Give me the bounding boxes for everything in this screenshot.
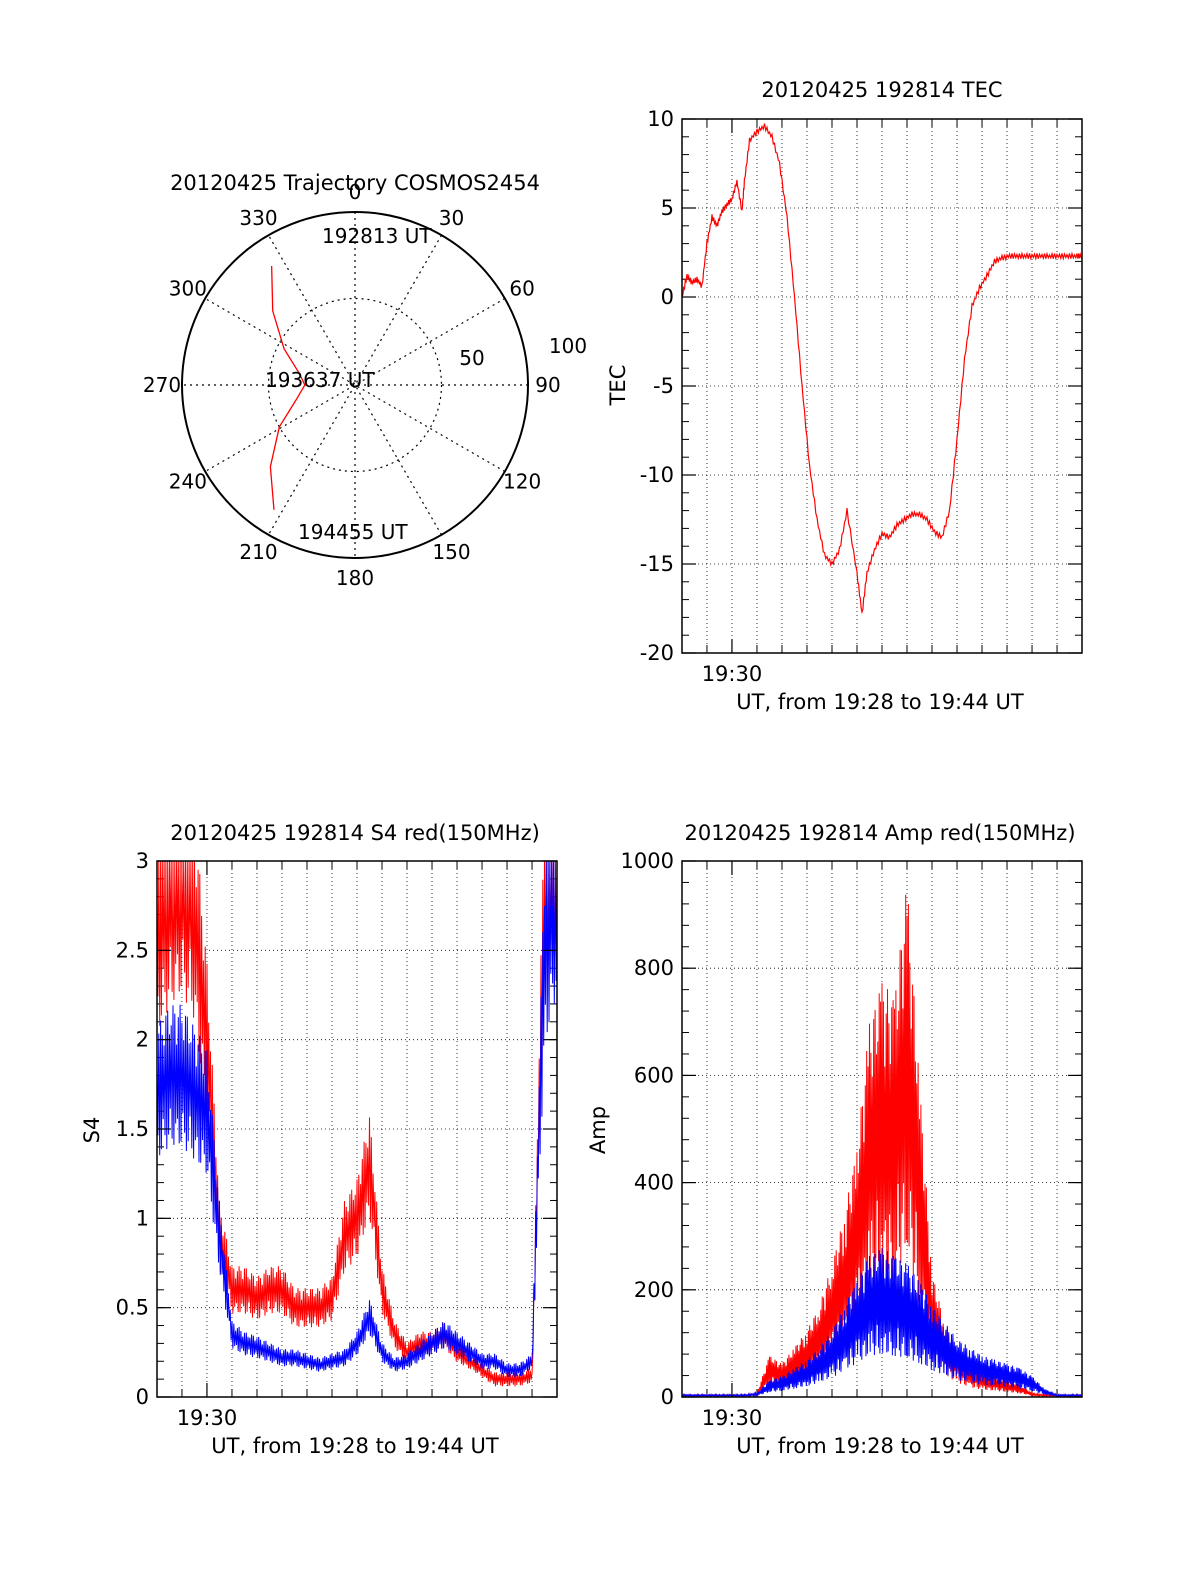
y-tick-label: 2.5 bbox=[116, 938, 149, 962]
series-line bbox=[681, 123, 1083, 615]
series-red bbox=[681, 123, 1083, 615]
y-tick-label: 600 bbox=[634, 1063, 674, 1087]
y-tick-label: -5 bbox=[653, 374, 674, 398]
y-tick-label: 1 bbox=[136, 1206, 149, 1230]
tec-xlabel: UT, from 19:28 to 19:44 UT bbox=[736, 690, 1024, 714]
azimuth-label: 180 bbox=[336, 566, 374, 590]
azimuth-label: 300 bbox=[169, 277, 207, 301]
azimuth-label: 120 bbox=[503, 470, 541, 494]
amp-title: 20120425 192814 Amp red(150MHz) bbox=[684, 821, 1075, 845]
s4-xlabel: UT, from 19:28 to 19:44 UT bbox=[211, 1434, 499, 1458]
amp-ylabel: Amp bbox=[586, 1106, 610, 1154]
azimuth-label: 330 bbox=[239, 206, 277, 230]
y-tick-label: 400 bbox=[634, 1171, 674, 1195]
azimuth-label: 90 bbox=[535, 373, 560, 397]
trajectory-start-label: 192813 UT bbox=[322, 224, 432, 248]
polar-spoke bbox=[204, 297, 506, 473]
trajectory-mid-label: 193637 UT bbox=[265, 368, 375, 392]
polar-spoke bbox=[267, 234, 443, 536]
y-tick-label: -10 bbox=[640, 463, 674, 487]
azimuth-label: 60 bbox=[509, 277, 534, 301]
tec-ylabel: TEC bbox=[606, 365, 630, 407]
radial-label: 50 bbox=[459, 346, 484, 370]
y-tick-label: 800 bbox=[634, 956, 674, 980]
x-tick-label: 19:30 bbox=[702, 1406, 763, 1430]
tec-chart: 20120425 192814 TEC UT, from 19:28 to 19… bbox=[606, 78, 1083, 714]
s4-chart: 20120425 192814 S4 red(150MHz) UT, from … bbox=[80, 821, 558, 1458]
y-tick-label: 0.5 bbox=[116, 1296, 149, 1320]
amp-chart: 20120425 192814 Amp red(150MHz) UT, from… bbox=[586, 821, 1083, 1458]
s4-ylabel: S4 bbox=[80, 1117, 104, 1144]
amp-xlabel: UT, from 19:28 to 19:44 UT bbox=[736, 1434, 1024, 1458]
y-tick-label: -20 bbox=[640, 641, 674, 665]
plot-frame bbox=[681, 860, 1083, 1398]
trajectory-end-label: 194455 UT bbox=[298, 520, 408, 544]
azimuth-label: 150 bbox=[432, 540, 470, 564]
y-tick-label: 0 bbox=[136, 1385, 149, 1409]
x-tick-label: 19:30 bbox=[702, 662, 763, 686]
y-tick-label: -15 bbox=[640, 552, 674, 576]
y-tick-label: 200 bbox=[634, 1278, 674, 1302]
trajectory-polar-plot: 20120425 Trajectory COSMOS2454 0 30 60 90 12… bbox=[143, 171, 587, 590]
polar-spoke bbox=[204, 297, 506, 473]
y-tick-label: 1.5 bbox=[116, 1117, 149, 1141]
y-tick-label: 5 bbox=[661, 196, 674, 220]
y-tick-label: 1000 bbox=[621, 849, 674, 873]
y-tick-label: 3 bbox=[136, 849, 149, 873]
azimuth-label: 30 bbox=[439, 206, 464, 230]
azimuth-label: 0 bbox=[349, 180, 362, 204]
radial-label: 100 bbox=[549, 334, 587, 358]
series-blue bbox=[156, 860, 558, 1378]
series-line bbox=[681, 1248, 1083, 1398]
trajectory-title: 20120425 Trajectory COSMOS2454 bbox=[170, 171, 540, 195]
tec-title: 20120425 192814 TEC bbox=[761, 78, 1002, 102]
series-blue bbox=[681, 1248, 1083, 1398]
y-tick-label: 10 bbox=[647, 107, 674, 131]
x-tick-label: 19:30 bbox=[177, 1406, 238, 1430]
y-tick-label: 0 bbox=[661, 285, 674, 309]
azimuth-label: 210 bbox=[239, 540, 277, 564]
azimuth-label: 240 bbox=[169, 470, 207, 494]
y-tick-label: 2 bbox=[136, 1028, 149, 1052]
azimuth-label: 270 bbox=[143, 373, 181, 397]
trajectory-track bbox=[269, 265, 306, 510]
y-tick-label: 0 bbox=[661, 1385, 674, 1409]
s4-title: 20120425 192814 S4 red(150MHz) bbox=[170, 821, 540, 845]
series-line bbox=[156, 860, 558, 1378]
polar-spoke bbox=[267, 234, 443, 536]
